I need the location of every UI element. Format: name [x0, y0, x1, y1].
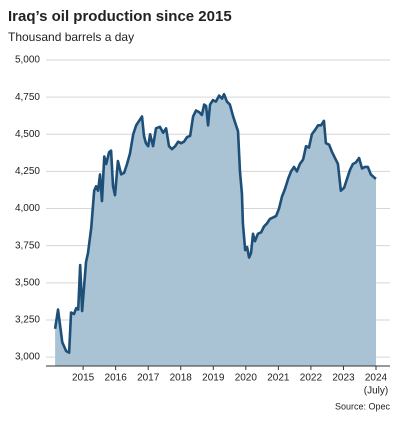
y-tick-label: 3,000 [15, 352, 40, 363]
x-tick-label: 2019 [202, 373, 225, 384]
x-tick-label: 2018 [170, 373, 193, 384]
x-tick-label: 2016 [105, 373, 128, 384]
y-tick-label: 5,000 [15, 55, 40, 66]
x-tick-label: 2017 [137, 373, 160, 384]
x-tick-label: 2024 [365, 373, 388, 384]
y-tick-label: 4,500 [15, 129, 40, 140]
chart-subtitle: Thousand barrels a day [8, 30, 134, 44]
y-tick-label: 3,750 [15, 240, 40, 251]
x-tick-label: 2021 [267, 373, 290, 384]
x-tick-label: 2015 [72, 373, 95, 384]
y-tick-label: 3,250 [15, 315, 40, 326]
y-tick-label: 4,000 [15, 203, 40, 214]
chart-title: Iraq’s oil production since 2015 [8, 8, 232, 25]
x-tick-label: 2020 [235, 373, 258, 384]
area [55, 94, 377, 367]
y-tick-label: 4,250 [15, 166, 40, 177]
y-tick-label: 3,500 [15, 277, 40, 288]
x-tick-label: 2022 [300, 373, 323, 384]
x-annotation: (July) [364, 386, 388, 397]
x-tick-label: 2023 [332, 373, 355, 384]
source: Source: Opec [335, 401, 391, 411]
line [53, 92, 377, 354]
y-tick-label: 4,750 [15, 92, 40, 103]
